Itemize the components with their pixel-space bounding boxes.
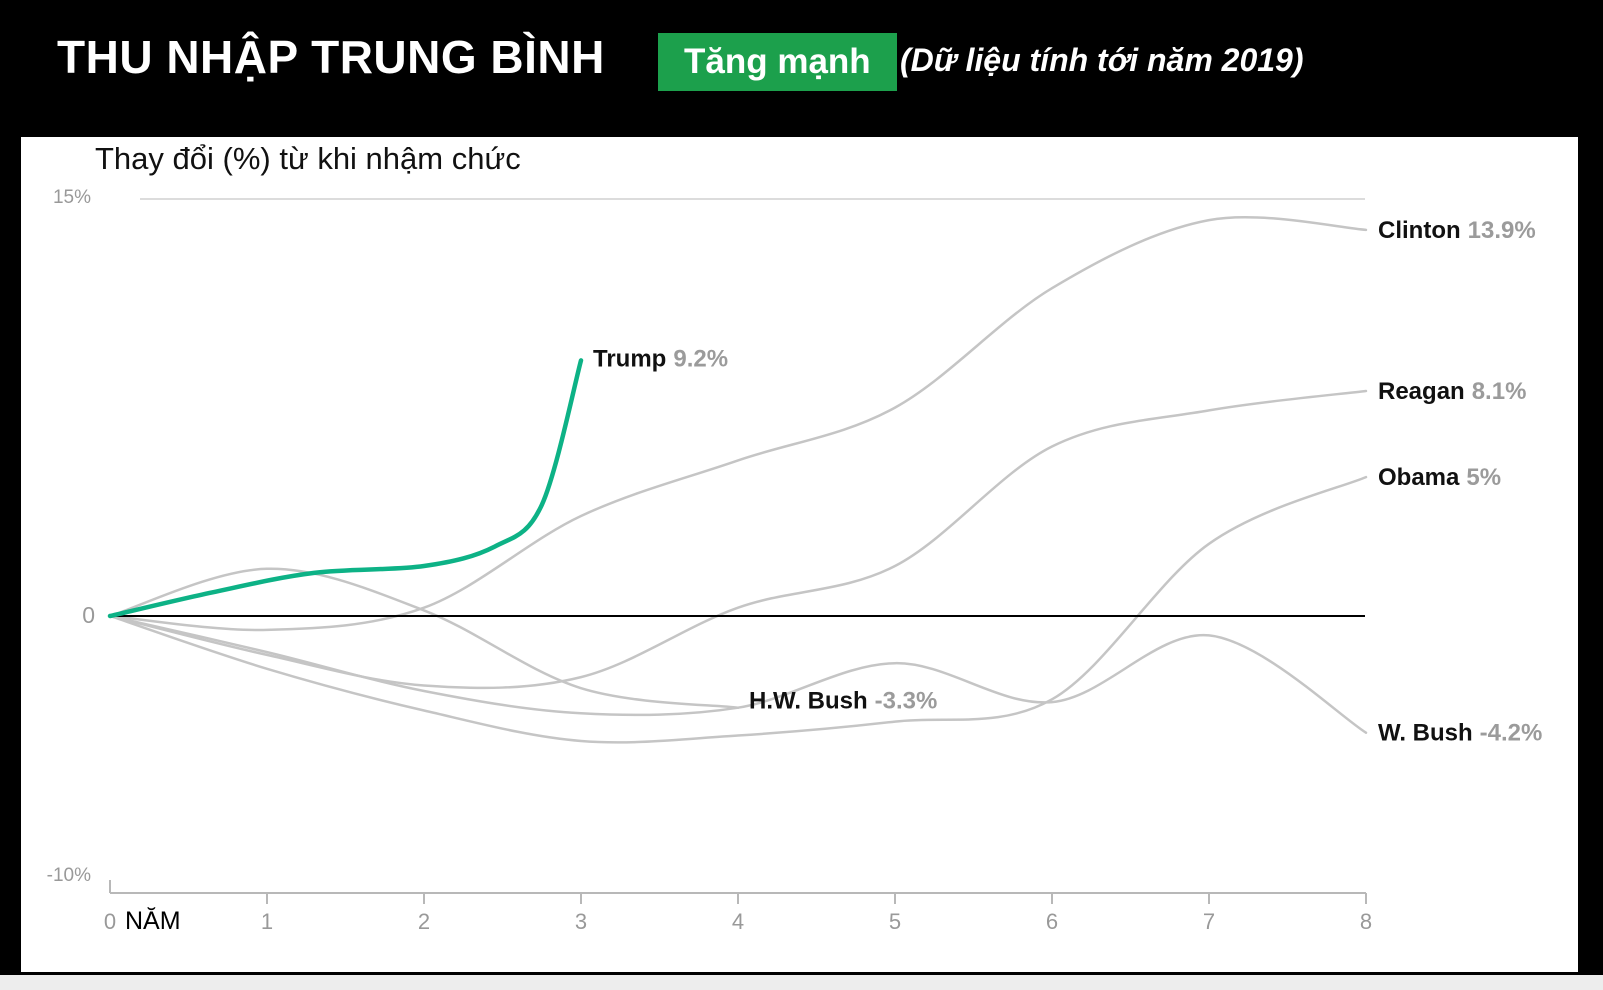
x-tick-label-0: 0 — [104, 909, 116, 934]
series-label-trump: Trump 9.2% — [593, 345, 728, 372]
series-label-hwbush: H.W. Bush -3.3% — [749, 687, 937, 714]
series-label-name-hwbush: H.W. Bush — [749, 687, 868, 714]
series-label-clinton: Clinton 13.9% — [1378, 216, 1536, 243]
x-tick-label-2: 2 — [418, 909, 430, 934]
header: THU NHẬP TRUNG BÌNH Tăng mạnh (Dữ liệu t… — [0, 0, 1603, 137]
x-axis-title: NĂM — [125, 907, 181, 935]
x-tick-label-1: 1 — [261, 909, 273, 934]
data-note: (Dữ liệu tính tới năm 2019) — [900, 42, 1304, 78]
series-label-value-hwbush: -3.3% — [875, 687, 938, 714]
line-chart-svg: 0 1 2 3 4 5 6 7 8 Clinton 13.9% Reagan 8.1% Obama 5% W.… — [104, 198, 1542, 934]
series-label-reagan: Reagan 8.1% — [1378, 377, 1526, 404]
series-label-value-clinton: 13.9% — [1468, 216, 1536, 243]
series-label-name-trump: Trump — [593, 345, 666, 372]
series-label-name-reagan: Reagan — [1378, 377, 1465, 404]
x-tick-label-8: 8 — [1360, 909, 1372, 934]
series-label-value-reagan: 8.1% — [1472, 377, 1527, 404]
y-axis-label-bottom: -10% — [46, 865, 91, 886]
series-line-reagan — [108, 389, 1368, 690]
x-tick-label-7: 7 — [1203, 909, 1215, 934]
chart-title: Thay đổi (%) từ khi nhậm chức — [95, 141, 521, 176]
series-line-trump — [107, 358, 584, 619]
series-line-hwbush — [108, 567, 740, 709]
y-axis-label-zero: 0 — [82, 602, 95, 628]
chart-panel: 0 1 2 3 4 5 6 7 8 Clinton 13.9% Reagan 8.1% Obama 5% W.… — [21, 137, 1578, 972]
x-tick-label-3: 3 — [575, 909, 587, 934]
x-tick-label-4: 4 — [732, 909, 744, 934]
y-axis-label-top: 15% — [52, 187, 91, 208]
x-axis: 0 1 2 3 4 5 6 7 8 — [104, 880, 1372, 934]
series-label-value-trump: 9.2% — [673, 345, 728, 372]
series-label-obama: Obama 5% — [1378, 464, 1501, 491]
series-line-clinton — [108, 215, 1368, 632]
series-label-value-wbush: -4.2% — [1480, 719, 1543, 746]
series-label-name-obama: Obama — [1378, 464, 1460, 491]
series-line-obama — [108, 475, 1368, 744]
series-label-wbush: W. Bush -4.2% — [1378, 719, 1542, 746]
series-label-name-clinton: Clinton — [1378, 216, 1461, 243]
page-title: THU NHẬP TRUNG BÌNH — [57, 31, 605, 83]
series-line-wbush — [108, 614, 1368, 734]
series-label-value-obama: 5% — [1466, 464, 1501, 491]
x-tick-label-5: 5 — [889, 909, 901, 934]
x-tick-label-6: 6 — [1046, 909, 1058, 934]
trend-badge: Tăng mạnh — [658, 33, 897, 91]
series-label-name-wbush: W. Bush — [1378, 719, 1473, 746]
